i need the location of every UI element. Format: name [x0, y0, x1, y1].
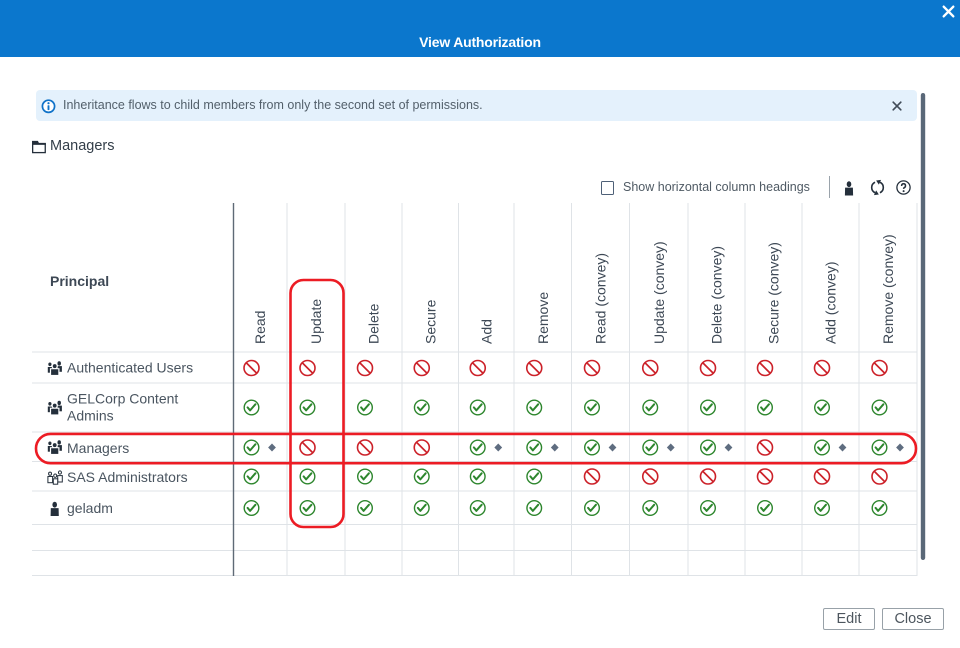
svg-text:Update (convey): Update (convey) [651, 241, 667, 344]
svg-text:Delete: Delete [366, 303, 382, 344]
svg-text:geladm: geladm [67, 500, 113, 516]
svg-text:GELCorp Content: GELCorp Content [67, 391, 178, 407]
svg-text:Principal: Principal [50, 273, 109, 289]
svg-text:Add (convey): Add (convey) [823, 262, 839, 344]
svg-text:Read: Read [252, 311, 268, 344]
svg-text:Add: Add [478, 319, 494, 344]
svg-text:Admins: Admins [67, 408, 114, 424]
svg-text:Managers: Managers [67, 440, 129, 456]
svg-text:Secure (convey): Secure (convey) [766, 242, 782, 344]
svg-text:Read (convey): Read (convey) [593, 253, 609, 344]
svg-text:Update: Update [308, 299, 324, 344]
svg-text:Delete (convey): Delete (convey) [709, 246, 725, 344]
svg-text:SAS Administrators: SAS Administrators [67, 469, 188, 485]
svg-text:Secure: Secure [422, 299, 438, 344]
svg-text:Remove (convey): Remove (convey) [880, 234, 896, 344]
svg-text:Remove: Remove [535, 292, 551, 344]
svg-text:Authenticated Users: Authenticated Users [67, 360, 193, 376]
